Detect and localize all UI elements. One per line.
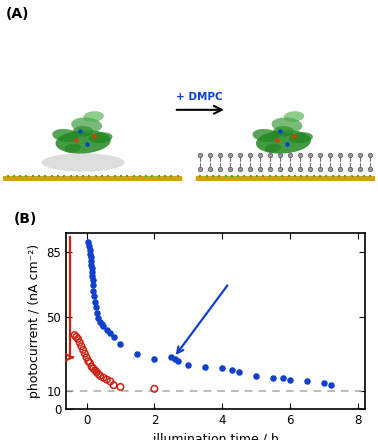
Point	[175, 358, 181, 365]
Point	[236, 369, 242, 376]
Point	[80, 346, 86, 353]
Point	[95, 315, 101, 322]
Point	[229, 367, 235, 374]
Point	[92, 298, 98, 305]
Point	[90, 287, 96, 294]
Point	[89, 272, 95, 279]
Point	[86, 242, 92, 249]
Point	[253, 372, 259, 379]
Point	[287, 376, 293, 383]
Point	[95, 370, 101, 378]
Ellipse shape	[271, 117, 302, 132]
Point	[107, 378, 113, 385]
Point	[172, 356, 178, 363]
Ellipse shape	[73, 126, 94, 136]
Y-axis label: photocurrent / (nA cm⁻²): photocurrent / (nA cm⁻²)	[28, 244, 41, 398]
Point	[104, 376, 110, 383]
Point	[97, 319, 103, 326]
Point	[88, 265, 94, 272]
Ellipse shape	[265, 144, 281, 153]
Point	[111, 381, 117, 389]
Point	[87, 246, 93, 253]
Ellipse shape	[64, 144, 81, 153]
Point	[151, 385, 157, 392]
Point	[91, 293, 97, 300]
Point	[88, 261, 94, 268]
Point	[97, 372, 103, 379]
Point	[87, 250, 93, 257]
Point	[88, 257, 94, 264]
Point	[78, 343, 84, 350]
X-axis label: illumination time / h: illumination time / h	[152, 433, 279, 440]
Point	[77, 339, 83, 346]
Point	[90, 282, 96, 289]
FancyBboxPatch shape	[196, 176, 375, 181]
Point	[94, 369, 100, 376]
Point	[85, 239, 91, 246]
Point	[135, 350, 141, 357]
Point	[111, 334, 117, 341]
Point	[93, 304, 99, 311]
Point	[104, 326, 110, 333]
Point	[202, 363, 208, 370]
Ellipse shape	[88, 132, 113, 143]
Point	[321, 380, 327, 387]
Point	[99, 320, 105, 327]
Point	[84, 354, 90, 361]
Text: (B): (B)	[14, 212, 37, 226]
Ellipse shape	[253, 129, 280, 142]
Text: + DMPC: + DMPC	[176, 92, 223, 102]
Point	[89, 268, 95, 275]
Point	[92, 367, 98, 374]
Point	[304, 378, 310, 385]
Point	[107, 330, 113, 337]
Point	[151, 356, 157, 363]
Point	[90, 365, 96, 372]
Point	[328, 381, 334, 389]
Ellipse shape	[71, 117, 102, 132]
FancyBboxPatch shape	[3, 176, 182, 181]
Point	[88, 254, 94, 261]
Point	[73, 334, 79, 341]
Point	[71, 332, 77, 339]
Point	[118, 383, 124, 390]
Ellipse shape	[83, 111, 104, 122]
Point	[168, 354, 174, 361]
Point	[270, 374, 276, 381]
Ellipse shape	[52, 129, 79, 142]
Point	[185, 361, 191, 368]
Point	[90, 276, 96, 283]
Text: (A): (A)	[6, 7, 29, 21]
Point	[280, 374, 287, 381]
Point	[85, 358, 91, 365]
Point	[101, 323, 107, 330]
Point	[82, 350, 88, 357]
Ellipse shape	[256, 130, 311, 154]
Ellipse shape	[284, 111, 304, 122]
Ellipse shape	[273, 126, 294, 136]
Point	[219, 365, 225, 372]
Point	[94, 309, 100, 316]
Ellipse shape	[56, 130, 111, 154]
Point	[75, 335, 81, 342]
Point	[118, 341, 124, 348]
Ellipse shape	[289, 132, 313, 143]
Point	[101, 374, 107, 381]
Point	[88, 363, 94, 370]
Point	[87, 359, 93, 367]
Ellipse shape	[42, 153, 125, 172]
